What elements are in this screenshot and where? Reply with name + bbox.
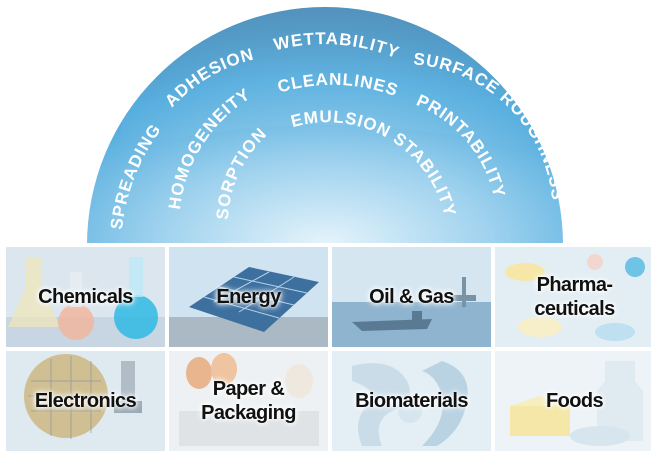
industry-label: Oil & Gas bbox=[369, 286, 454, 308]
solar-panel-icon bbox=[169, 247, 328, 347]
industry-label: Paper & Packaging bbox=[201, 378, 296, 424]
tile-foods: Foods bbox=[495, 351, 651, 451]
industry-label: Chemicals bbox=[38, 286, 133, 308]
industry-label: Energy bbox=[216, 286, 281, 308]
tile-paper-packaging: Paper & Packaging bbox=[169, 351, 328, 451]
pills-icon bbox=[495, 247, 651, 347]
circuit-board-icon bbox=[6, 351, 165, 451]
industry-grid: Chemicals Energy Oil & Gas bbox=[6, 243, 651, 451]
eggs-carton-icon bbox=[169, 351, 328, 451]
industry-label: Electronics bbox=[34, 390, 137, 412]
hip-joint-icon bbox=[332, 351, 491, 451]
tile-biomaterials: Biomaterials bbox=[332, 351, 491, 451]
dome-gloss bbox=[120, 0, 530, 150]
tile-chemicals: Chemicals bbox=[6, 247, 165, 347]
oil-tanker-icon bbox=[332, 247, 491, 347]
industry-label: Biomaterials bbox=[355, 390, 468, 412]
industry-label: Pharma- ceuticals bbox=[534, 274, 615, 320]
industry-label: Foods bbox=[546, 390, 604, 412]
tile-energy: Energy bbox=[169, 247, 328, 347]
chemicals-flasks-icon bbox=[6, 247, 165, 347]
properties-dome: ADHESION WETTABILITY SURFACE ROUGHNESS S… bbox=[87, 0, 563, 245]
dairy-food-icon bbox=[495, 351, 651, 451]
tile-oil-gas: Oil & Gas bbox=[332, 247, 491, 347]
tile-pharmaceuticals: Pharma- ceuticals bbox=[495, 247, 651, 347]
tile-electronics: Electronics bbox=[6, 351, 165, 451]
